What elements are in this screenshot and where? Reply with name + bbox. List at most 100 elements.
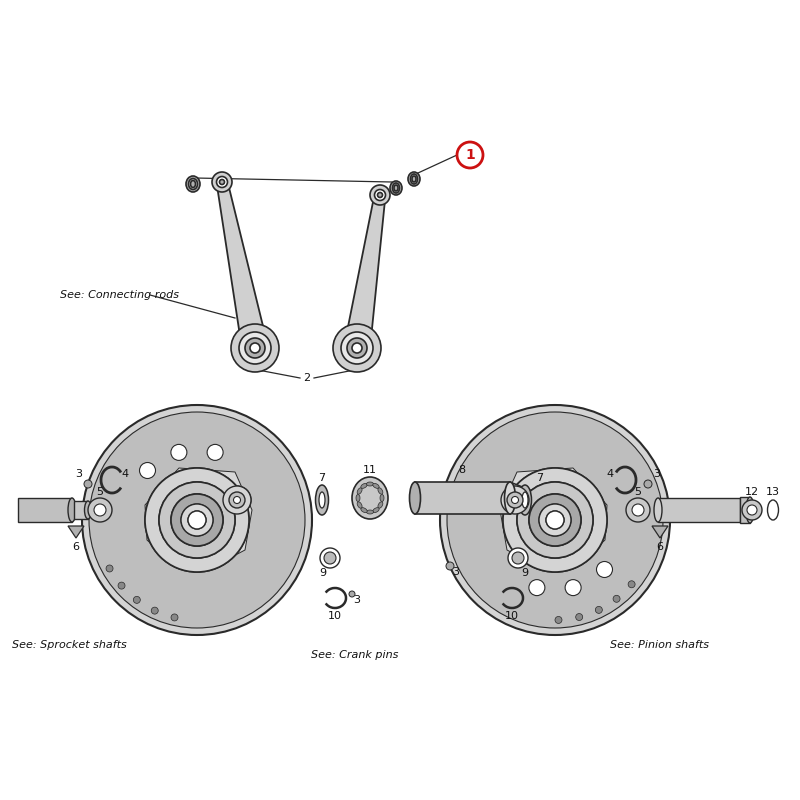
Circle shape — [501, 486, 529, 514]
Circle shape — [349, 591, 355, 597]
Bar — [415, 482, 510, 514]
Circle shape — [234, 497, 241, 503]
Text: See: Connecting rods: See: Connecting rods — [60, 290, 179, 300]
Circle shape — [352, 343, 362, 353]
Ellipse shape — [410, 174, 418, 184]
Circle shape — [613, 595, 620, 602]
Bar — [74, 501, 88, 519]
Ellipse shape — [408, 172, 420, 186]
Circle shape — [333, 324, 381, 372]
Text: 4: 4 — [606, 469, 614, 479]
Text: See: Pinion shafts: See: Pinion shafts — [610, 640, 709, 650]
Bar — [740, 497, 750, 523]
Ellipse shape — [68, 498, 76, 522]
Circle shape — [503, 468, 607, 572]
Circle shape — [539, 504, 571, 536]
Circle shape — [134, 596, 140, 603]
Circle shape — [219, 179, 225, 185]
Polygon shape — [652, 526, 668, 538]
Circle shape — [159, 482, 235, 558]
Text: 11: 11 — [363, 465, 377, 475]
Ellipse shape — [410, 482, 421, 514]
Circle shape — [529, 494, 581, 546]
Circle shape — [447, 412, 663, 628]
Ellipse shape — [378, 502, 383, 508]
Ellipse shape — [505, 482, 515, 514]
Circle shape — [229, 492, 245, 508]
Circle shape — [82, 405, 312, 635]
Ellipse shape — [654, 498, 662, 522]
Ellipse shape — [366, 482, 374, 486]
Text: 5: 5 — [634, 487, 642, 497]
Circle shape — [529, 494, 581, 546]
Text: 1: 1 — [465, 148, 475, 162]
Ellipse shape — [412, 176, 416, 182]
Ellipse shape — [394, 185, 398, 191]
Ellipse shape — [356, 494, 360, 502]
Circle shape — [159, 482, 235, 558]
Ellipse shape — [746, 497, 754, 523]
Text: 3: 3 — [654, 469, 661, 479]
Circle shape — [511, 496, 519, 504]
Circle shape — [508, 548, 528, 568]
Ellipse shape — [373, 483, 379, 488]
Circle shape — [207, 444, 223, 460]
Circle shape — [145, 468, 249, 572]
Circle shape — [89, 412, 305, 628]
Text: See: Sprocket shafts: See: Sprocket shafts — [12, 640, 126, 650]
Circle shape — [250, 343, 260, 353]
Circle shape — [217, 177, 227, 187]
Ellipse shape — [315, 485, 329, 515]
Polygon shape — [145, 468, 252, 570]
Polygon shape — [217, 181, 268, 350]
Text: 9: 9 — [522, 568, 529, 578]
Circle shape — [231, 324, 279, 372]
Ellipse shape — [522, 492, 528, 508]
Circle shape — [106, 565, 113, 572]
Text: 3: 3 — [354, 595, 361, 605]
Bar — [658, 498, 740, 522]
Circle shape — [457, 142, 483, 168]
Text: 12: 12 — [745, 487, 759, 497]
Ellipse shape — [352, 477, 388, 519]
Text: 9: 9 — [319, 568, 326, 578]
Circle shape — [171, 444, 187, 460]
Circle shape — [181, 504, 213, 536]
Text: 2: 2 — [303, 373, 310, 383]
Ellipse shape — [518, 485, 531, 515]
Circle shape — [320, 548, 340, 568]
Text: See: Crank pins: See: Crank pins — [311, 650, 398, 660]
Ellipse shape — [361, 483, 367, 488]
Circle shape — [512, 552, 524, 564]
Ellipse shape — [319, 492, 325, 508]
Text: 5: 5 — [97, 487, 103, 497]
Circle shape — [644, 480, 652, 488]
Circle shape — [546, 511, 564, 529]
Circle shape — [546, 511, 564, 529]
Circle shape — [440, 405, 670, 635]
Circle shape — [94, 504, 106, 516]
Text: 10: 10 — [505, 611, 519, 621]
Circle shape — [742, 500, 762, 520]
Circle shape — [88, 498, 112, 522]
Circle shape — [597, 562, 613, 578]
Ellipse shape — [373, 508, 379, 513]
Circle shape — [229, 492, 245, 508]
Text: 13: 13 — [766, 487, 780, 497]
Circle shape — [188, 511, 206, 529]
Ellipse shape — [380, 494, 384, 502]
Circle shape — [626, 498, 650, 522]
Circle shape — [576, 614, 582, 621]
Circle shape — [84, 480, 92, 488]
Circle shape — [632, 504, 644, 516]
Circle shape — [565, 580, 581, 596]
Circle shape — [517, 482, 593, 558]
Circle shape — [341, 332, 373, 364]
Circle shape — [151, 607, 158, 614]
Text: 6: 6 — [657, 542, 663, 552]
Text: 4: 4 — [122, 469, 129, 479]
Ellipse shape — [390, 181, 402, 195]
Circle shape — [233, 496, 241, 504]
Circle shape — [517, 482, 593, 558]
Circle shape — [374, 190, 386, 201]
